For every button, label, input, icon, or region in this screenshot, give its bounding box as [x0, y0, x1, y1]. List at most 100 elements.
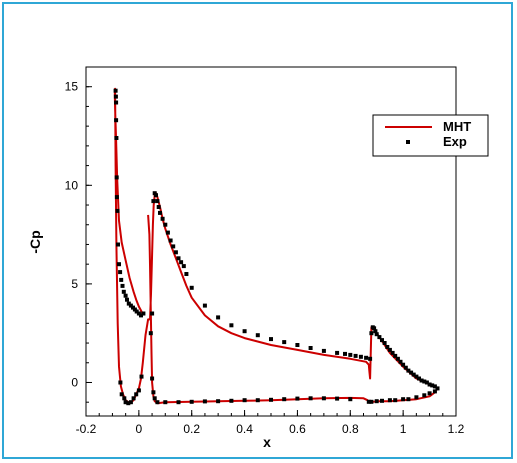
- x-tick-label: 0.2: [183, 422, 200, 436]
- exp-point: [171, 244, 176, 249]
- exp-point: [282, 340, 287, 345]
- exp-point: [427, 382, 432, 387]
- exp-point: [387, 347, 392, 352]
- y-tick-label: 10: [65, 178, 79, 192]
- exp-point: [216, 315, 221, 320]
- exp-point: [414, 395, 419, 400]
- exp-point: [116, 242, 120, 247]
- exp-point: [385, 345, 390, 349]
- exp-point: [427, 391, 432, 396]
- exp-point: [160, 216, 165, 221]
- exp-point: [432, 389, 437, 394]
- exp-point: [321, 396, 326, 401]
- exp-point: [414, 374, 419, 379]
- exp-point: [113, 88, 118, 93]
- x-tick-label: 0.8: [342, 422, 359, 436]
- exp-point: [148, 331, 153, 336]
- exp-point: [401, 397, 406, 402]
- exp-point: [308, 346, 313, 350]
- y-tick-label: 0: [71, 375, 78, 389]
- exp-point: [382, 341, 387, 345]
- x-tick-label: 0.4: [236, 422, 253, 436]
- x-tick-label: -0.2: [76, 422, 97, 436]
- exp-point: [118, 380, 123, 385]
- exp-point: [136, 388, 141, 393]
- exp-point: [295, 396, 300, 401]
- exp-point: [432, 384, 437, 389]
- y-axis-title: -Cp: [27, 230, 43, 253]
- exp-point: [181, 264, 186, 269]
- exp-point: [353, 353, 358, 358]
- exp-point: [373, 329, 378, 334]
- exp-point: [269, 337, 273, 342]
- exp-point: [165, 230, 170, 235]
- x-tick-label: 0: [136, 422, 143, 436]
- exp-point: [168, 238, 173, 243]
- exp-point: [154, 193, 158, 198]
- exp-point: [380, 398, 384, 403]
- exp-point: [403, 365, 408, 370]
- exp-point: [155, 199, 160, 204]
- y-tick-label: 15: [65, 80, 79, 94]
- exp-point: [156, 205, 161, 209]
- x-axis: -0.2 0 0.2 0.4 0.6 0.8 1 1.2: [76, 410, 465, 436]
- exp-point: [114, 118, 119, 123]
- exp-point: [377, 335, 382, 340]
- exp-point: [118, 270, 123, 275]
- series-mht-line: [113, 87, 439, 405]
- legend-box: [372, 114, 489, 157]
- exp-point: [141, 311, 146, 316]
- exp-point: [119, 277, 124, 282]
- exp-point: [122, 396, 127, 401]
- exp-point: [295, 343, 300, 347]
- exp-point: [406, 397, 411, 402]
- exp-point: [321, 348, 326, 353]
- x-tick-label: 1: [400, 422, 407, 436]
- exp-point: [120, 283, 125, 288]
- exp-point: [406, 368, 411, 373]
- exp-point: [128, 400, 133, 405]
- exp-point: [123, 293, 128, 298]
- exp-point: [189, 285, 194, 290]
- exp-point: [435, 386, 440, 391]
- exp-point: [155, 400, 160, 405]
- exp-point: [393, 398, 398, 403]
- exp-point: [131, 396, 136, 401]
- exp-point: [390, 350, 395, 355]
- exp-point: [242, 329, 247, 334]
- exp-point: [358, 354, 363, 359]
- exp-point: [372, 326, 377, 331]
- legend-label-exp: Exp: [443, 134, 467, 149]
- series-layer: [113, 87, 440, 406]
- exp-point: [126, 401, 131, 406]
- exp-point: [136, 311, 141, 316]
- exp-point: [114, 195, 119, 200]
- exp-point: [121, 289, 126, 294]
- exp-point: [202, 303, 207, 308]
- exp-point: [229, 323, 234, 328]
- exp-point: [134, 309, 139, 314]
- legend-swatch-exp: [406, 140, 410, 144]
- exp-point: [114, 175, 119, 180]
- exp-point: [216, 399, 221, 404]
- exp-point: [179, 260, 184, 265]
- exp-point: [151, 199, 156, 204]
- exp-point: [401, 362, 406, 367]
- exp-point: [134, 392, 139, 397]
- exp-point: [335, 396, 340, 401]
- exp-point: [430, 383, 435, 388]
- exp-point: [255, 333, 260, 338]
- exp-point: [139, 313, 143, 318]
- exp-point: [255, 398, 260, 403]
- exp-point: [176, 256, 181, 261]
- exp-point: [128, 303, 133, 308]
- y-axis: 0 5 10 15: [65, 66, 92, 403]
- exp-point: [113, 94, 118, 99]
- exp-point: [202, 399, 207, 404]
- exp-point: [184, 272, 189, 276]
- exp-point: [125, 297, 129, 302]
- exp-point: [308, 396, 313, 401]
- y-tick-label: 5: [71, 277, 78, 291]
- exp-point: [189, 399, 194, 404]
